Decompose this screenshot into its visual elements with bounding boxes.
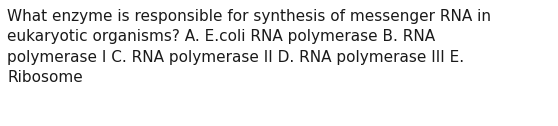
Text: What enzyme is responsible for synthesis of messenger RNA in
eukaryotic organism: What enzyme is responsible for synthesis… — [7, 9, 491, 85]
